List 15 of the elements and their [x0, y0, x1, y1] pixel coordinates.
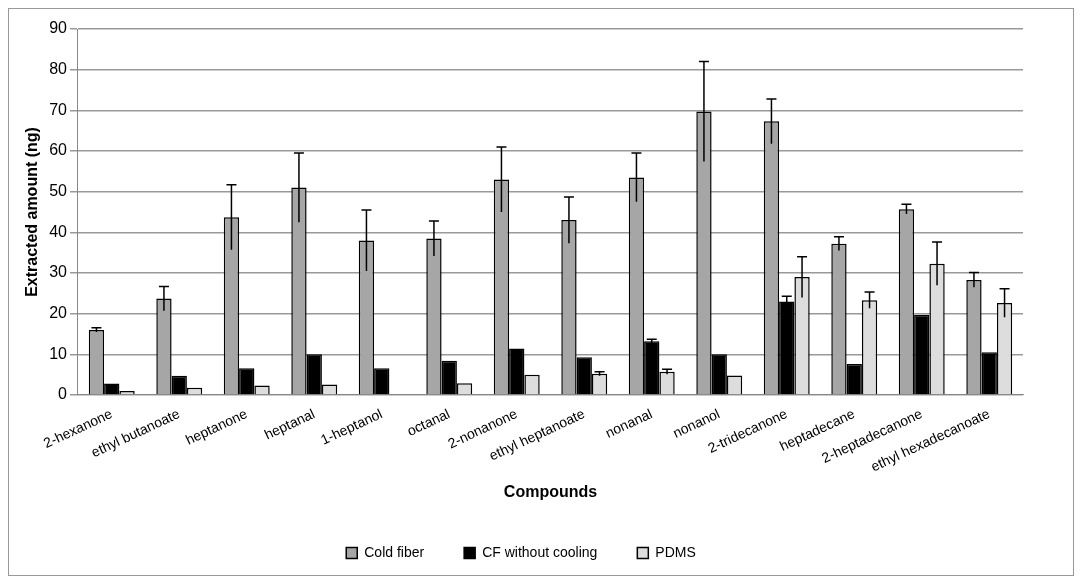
- legend-label: Cold fiber: [364, 543, 425, 560]
- y-tick-label: 30: [49, 263, 68, 281]
- legend-label: CF without cooling: [482, 543, 598, 560]
- y-axis-title: Extracted amount (ng): [23, 127, 41, 297]
- legend-label: PDMS: [655, 543, 696, 560]
- y-tick-label: 40: [49, 222, 68, 240]
- y-tick-label: 50: [49, 182, 68, 200]
- y-tick-label: 0: [58, 385, 68, 403]
- y-tick-label: 90: [49, 19, 68, 37]
- y-tick-label: 60: [49, 141, 68, 159]
- x-axis-title: Compounds: [503, 482, 598, 500]
- y-tick-label: 20: [49, 304, 68, 322]
- y-tick-label: 10: [49, 344, 68, 362]
- y-tick-label: 70: [49, 100, 68, 118]
- y-tick-label: 80: [49, 60, 68, 78]
